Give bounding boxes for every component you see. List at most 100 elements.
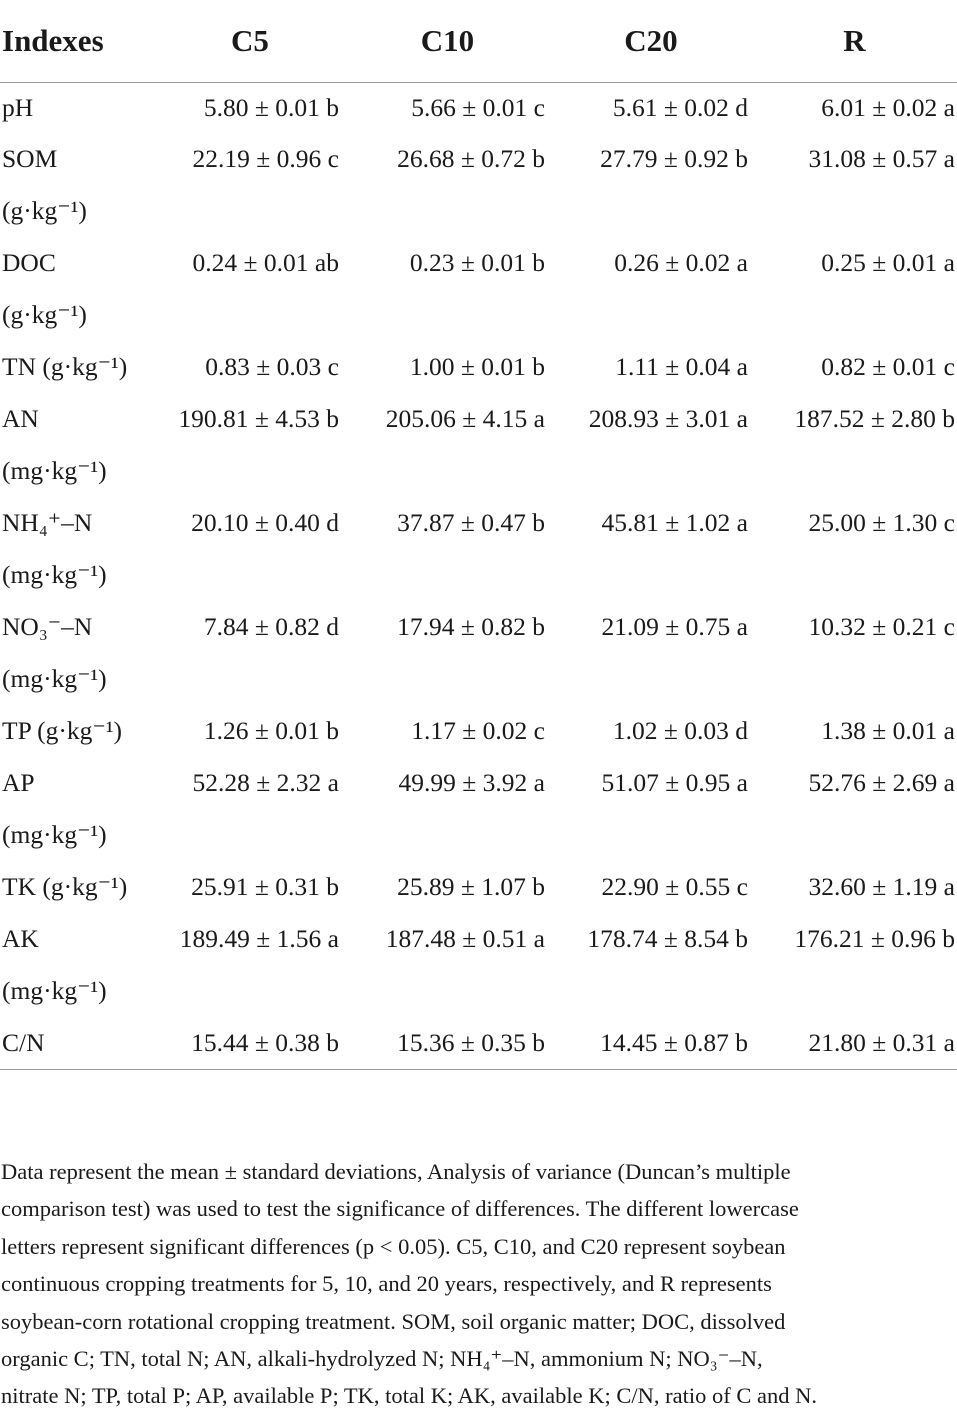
table-row: AK 189.49 ± 1.56 a 187.48 ± 0.51 a 178.74 ±…: [0, 913, 957, 965]
table-cell: 17.94 ± 0.82 b: [397, 612, 545, 641]
empty-cell: [752, 965, 957, 1017]
table-cell: 45.81 ± 1.02 a: [601, 508, 748, 537]
table-body: pH 5.80 ± 0.01 b 5.66 ± 0.01 c 5.61 ± 0.02 …: [0, 83, 957, 1070]
header-r: R: [752, 0, 957, 83]
table-row: C/N 15.44 ± 0.38 b 15.36 ± 0.35 b 14.45 ± 0…: [0, 1017, 957, 1070]
table-row-unit: (mg·kg⁻¹): [0, 549, 957, 601]
row-label: TP (g·kg⁻¹): [2, 716, 123, 745]
empty-cell: [155, 185, 345, 237]
table-cell: 7.84 ± 0.82 d: [203, 612, 339, 641]
row-label: C/N: [0, 1017, 155, 1070]
table-cell: 0.24 ± 0.01 ab: [192, 248, 339, 277]
table-row: NO₃⁻–N 7.84 ± 0.82 d 17.94 ± 0.82 b 21.09 ±…: [0, 601, 957, 653]
table-row-unit: (mg·kg⁻¹): [0, 653, 957, 705]
footnote-line: letters represent significant difference…: [1, 1233, 786, 1259]
row-label: SOM: [2, 144, 58, 173]
empty-cell: [550, 653, 752, 705]
table-cell: 14.45 ± 0.87 b: [550, 1017, 752, 1070]
table-header-row: Indexes C5 C10 C20 R: [0, 0, 957, 83]
table-cell: 21.09 ± 0.75 a: [601, 612, 748, 641]
table-cell: 25.00 ± 1.30 c: [808, 508, 955, 537]
table-cell: 5.66 ± 0.01 c: [411, 93, 545, 122]
row-unit-label: (mg·kg⁻¹): [2, 820, 107, 849]
row-unit-label: (mg·kg⁻¹): [2, 456, 107, 485]
empty-cell: [752, 185, 957, 237]
table-cell: 51.07 ± 0.95 a: [601, 768, 748, 797]
table-cell: 190.81 ± 4.53 b: [178, 404, 339, 433]
footnote-line: soybean-corn rotational cropping treatme…: [1, 1308, 786, 1334]
table-cell: 189.49 ± 1.56 a: [179, 924, 339, 953]
row-unit-label: (g·kg⁻¹): [2, 300, 87, 329]
table-cell: 22.90 ± 0.55 c: [601, 872, 748, 901]
table-row: AN 190.81 ± 4.53 b 205.06 ± 4.15 a 208.93 ±…: [0, 393, 957, 445]
empty-cell: [155, 445, 345, 497]
soil-properties-table: Indexes C5 C10 C20 R pH 5.80 ± 0.01 b 5.66…: [0, 0, 957, 1070]
table-cell: 22.19 ± 0.96 c: [192, 144, 339, 173]
header-indexes: Indexes: [0, 0, 155, 83]
empty-cell: [550, 809, 752, 861]
empty-cell: [345, 809, 550, 861]
empty-cell: [155, 549, 345, 601]
table-cell: 0.26 ± 0.02 a: [614, 248, 748, 277]
table-cell: 187.48 ± 0.51 a: [385, 924, 545, 953]
empty-cell: [155, 289, 345, 341]
footnote-line: nitrate N; TP, total P; AP, available P;…: [1, 1383, 817, 1409]
footnote-line: organic C; TN, total N; AN, alkali-hydro…: [1, 1346, 763, 1372]
table-cell: 208.93 ± 3.01 a: [588, 404, 748, 433]
empty-cell: [550, 549, 752, 601]
empty-cell: [345, 289, 550, 341]
table-row-unit: (g·kg⁻¹): [0, 185, 957, 237]
row-unit-label: (mg·kg⁻¹): [2, 560, 107, 589]
empty-cell: [752, 549, 957, 601]
table-row: SOM 22.19 ± 0.96 c 26.68 ± 0.72 b 27.79 ± 0…: [0, 133, 957, 185]
table-cell: 1.00 ± 0.01 b: [409, 352, 545, 381]
table-cell: 27.79 ± 0.92 b: [600, 144, 748, 173]
table-cell: 176.21 ± 0.96 b: [794, 924, 955, 953]
empty-cell: [550, 965, 752, 1017]
table-cell: 15.36 ± 0.35 b: [345, 1017, 550, 1070]
empty-cell: [752, 653, 957, 705]
empty-cell: [345, 653, 550, 705]
empty-cell: [752, 289, 957, 341]
empty-cell: [550, 445, 752, 497]
row-label: NO₃⁻–N: [2, 612, 93, 641]
header-c20: C20: [550, 0, 752, 83]
table-cell: 0.82 ± 0.01 c: [821, 352, 955, 381]
table-footnote: Data represent the mean ± standard devia…: [0, 1153, 957, 1415]
table-cell: 1.02 ± 0.03 d: [612, 716, 748, 745]
footnote-line: continuous cropping treatments for 5, 10…: [1, 1271, 772, 1297]
table-row-unit: (g·kg⁻¹): [0, 289, 957, 341]
table-cell: 31.08 ± 0.57 a: [808, 144, 955, 173]
table-cell: 20.10 ± 0.40 d: [191, 508, 339, 537]
row-label: AK: [2, 924, 39, 953]
table-row-unit: (mg·kg⁻¹): [0, 809, 957, 861]
table-row: TN (g·kg⁻¹) 0.83 ± 0.03 c 1.00 ± 0.01 b 1.1…: [0, 341, 957, 393]
empty-cell: [752, 445, 957, 497]
table-cell: 178.74 ± 8.54 b: [587, 924, 748, 953]
table-row-unit: (mg·kg⁻¹): [0, 965, 957, 1017]
empty-cell: [155, 965, 345, 1017]
table-cell: 37.87 ± 0.47 b: [397, 508, 545, 537]
table-cell: 0.23 ± 0.01 b: [409, 248, 545, 277]
table-row: DOC 0.24 ± 0.01 ab 0.23 ± 0.01 b 0.26 ± 0.0…: [0, 237, 957, 289]
header-c5: C5: [155, 0, 345, 83]
table-cell: 52.76 ± 2.69 a: [808, 768, 955, 797]
table-cell: 1.17 ± 0.02 c: [411, 716, 545, 745]
row-label: AP: [2, 768, 35, 797]
table-cell: 5.80 ± 0.01 b: [203, 93, 339, 122]
table-row: pH 5.80 ± 0.01 b 5.66 ± 0.01 c 5.61 ± 0.02 …: [0, 83, 957, 134]
table-cell: 5.61 ± 0.02 d: [612, 93, 748, 122]
table-cell: 1.26 ± 0.01 b: [203, 716, 339, 745]
table-row: TP (g·kg⁻¹) 1.26 ± 0.01 b 1.17 ± 0.02 c 1.0…: [0, 705, 957, 757]
table-row: NH₄⁺–N 20.10 ± 0.40 d 37.87 ± 0.47 b 45.81 …: [0, 497, 957, 549]
table-cell: 25.89 ± 1.07 b: [397, 872, 545, 901]
empty-cell: [345, 445, 550, 497]
table-cell: 0.25 ± 0.01 a: [821, 248, 955, 277]
row-unit-label: (g·kg⁻¹): [2, 196, 87, 225]
table-row-unit: (mg·kg⁻¹): [0, 445, 957, 497]
row-unit-label: (mg·kg⁻¹): [2, 664, 107, 693]
table-cell: 10.32 ± 0.21 c: [808, 612, 955, 641]
row-label: NH₄⁺–N: [2, 508, 93, 537]
empty-cell: [345, 549, 550, 601]
table-cell: 1.38 ± 0.01 a: [821, 716, 955, 745]
